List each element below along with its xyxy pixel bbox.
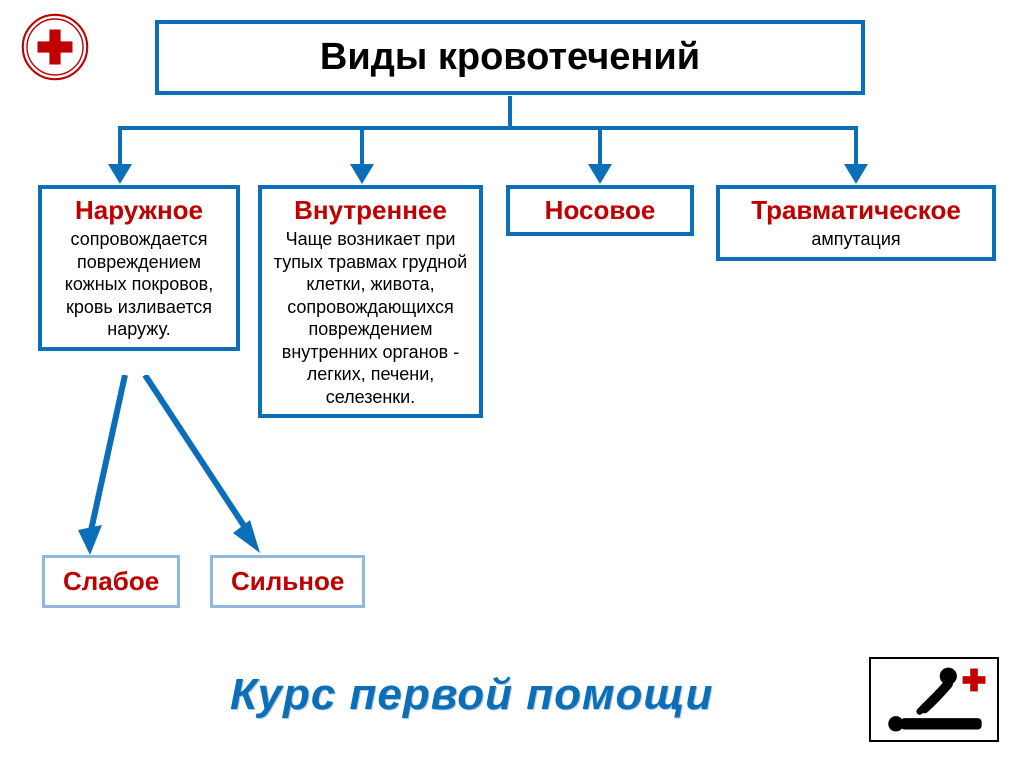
main-title: Виды кровотечений [169,36,851,79]
main-title-box: Виды кровотечений [155,20,865,95]
arrow-head-icon [350,164,374,184]
arrow-head-icon [588,164,612,184]
node-title: Носовое [514,195,686,226]
node-title: Наружное [46,195,232,226]
connector [118,126,122,166]
arrow-head-icon [108,164,132,184]
node-external: Наружное сопровождается повреждением кож… [38,185,240,351]
first-aid-icon [869,657,999,742]
node-title: Травматическое [724,195,988,226]
footer-title: Курс первой помощи [230,670,713,720]
subnode-label: Сильное [231,566,344,596]
node-nasal: Носовое [506,185,694,236]
connector [508,96,512,126]
connector [598,126,602,166]
connector [360,126,364,166]
subnode-weak: Слабое [42,555,180,608]
subnode-strong: Сильное [210,555,365,608]
subnode-label: Слабое [63,566,159,596]
node-desc: ампутация [724,228,988,251]
arrow-head-icon [844,164,868,184]
node-title: Внутреннее [266,195,475,226]
connector [854,126,858,166]
node-desc: сопровождается повреждением кожных покро… [46,228,232,341]
node-traumatic: Травматическое ампутация [716,185,996,261]
arrow-to-strong-icon [130,375,300,560]
connector [118,126,858,130]
red-cross-logo-icon [20,12,90,82]
